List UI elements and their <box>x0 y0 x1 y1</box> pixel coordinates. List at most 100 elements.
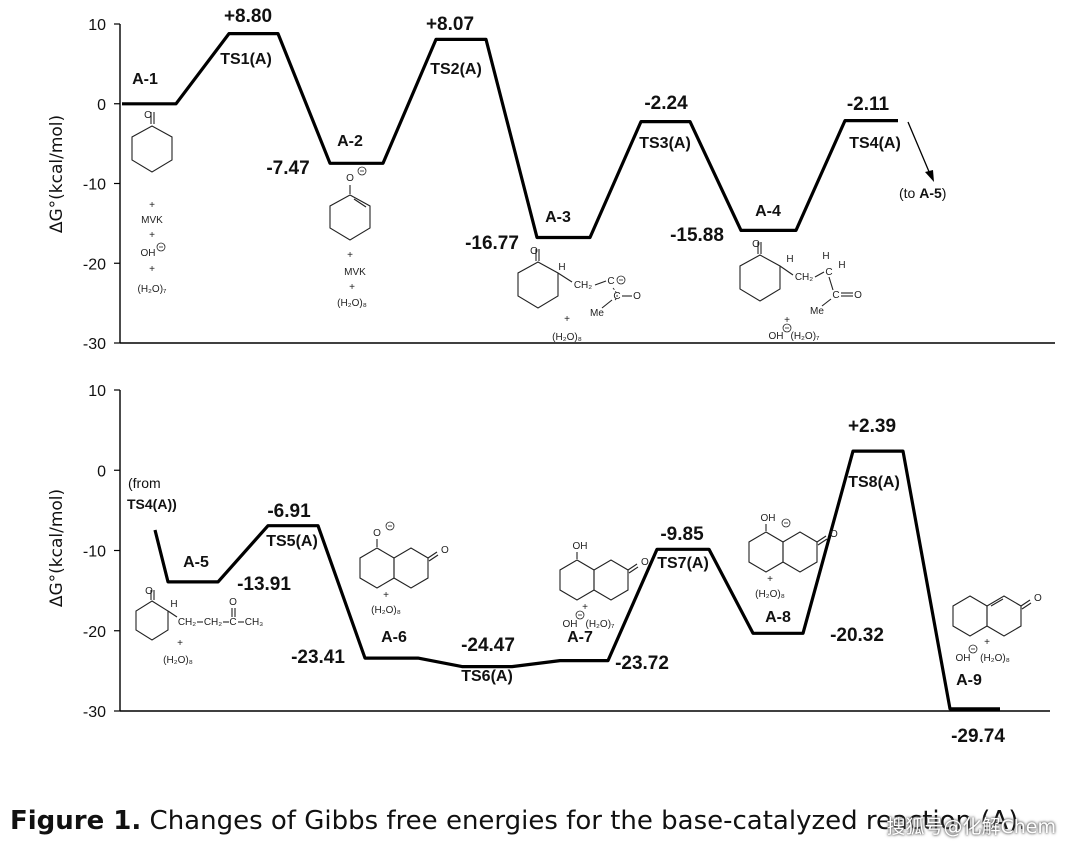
svg-text:+: + <box>347 250 353 261</box>
svg-text:+: + <box>984 637 990 648</box>
y-tick-label: 10 <box>88 383 106 400</box>
figure-caption-label: Figure 1. <box>10 806 142 836</box>
svg-text:O: O <box>1034 593 1042 604</box>
species-label-a1: A-1 <box>132 71 158 88</box>
species-label-a8: A-8 <box>765 609 791 626</box>
energy-profile-figure: 10 0 -10 -20 -30 ΔG°(kcal/mol) +8.80 -7.47 +… <box>47 6 1055 747</box>
svg-text:CH₂: CH₂ <box>574 280 592 291</box>
value-label-ts5: -6.91 <box>267 501 311 522</box>
top-panel: 10 0 -10 -20 -30 ΔG°(kcal/mol) +8.80 -7.47 +… <box>47 6 1055 353</box>
y-tick-label: 0 <box>97 97 106 114</box>
svg-text:C: C <box>229 617 236 628</box>
top-y-ticks: 10 0 -10 -20 -30 <box>83 17 120 353</box>
svg-text:O: O <box>373 528 381 539</box>
molecule-a9: O + OH (H₂O)₈ <box>952 593 1042 664</box>
svg-text:O: O <box>346 173 354 184</box>
value-label-ts8: +2.39 <box>848 416 896 437</box>
species-label-ts5: TS5(A) <box>266 533 318 550</box>
top-y-axis-label: ΔG°(kcal/mol) <box>47 115 67 233</box>
species-label-ts2: TS2(A) <box>430 61 482 78</box>
species-label-a6: A-6 <box>381 629 407 646</box>
species-label-a2: A-2 <box>337 133 363 150</box>
svg-text:Me: Me <box>810 306 824 317</box>
species-label-a7: A-7 <box>567 629 593 646</box>
species-label-ts7: TS7(A) <box>657 555 709 572</box>
svg-text:+: + <box>784 315 790 326</box>
value-label-a7: -23.72 <box>615 653 669 674</box>
svg-text:H: H <box>786 254 793 265</box>
svg-text:O: O <box>144 110 152 121</box>
bottom-y-ticks: 10 0 -10 -20 -30 <box>83 383 120 721</box>
svg-text:+: + <box>383 590 389 601</box>
svg-text:O: O <box>229 597 237 608</box>
svg-text:(H₂O)₈: (H₂O)₈ <box>371 605 401 616</box>
from-ts4-note-2: TS4(A)) <box>127 496 177 512</box>
svg-text:O: O <box>633 291 641 302</box>
svg-text:CH₂: CH₂ <box>204 617 222 628</box>
value-label-a5: -13.91 <box>237 574 291 595</box>
svg-text:C: C <box>832 290 839 301</box>
svg-text:O: O <box>530 246 538 257</box>
value-label-ts3: -2.24 <box>644 93 688 114</box>
svg-text:(H₂O)₈: (H₂O)₈ <box>163 655 193 666</box>
species-label-a9: A-9 <box>956 672 982 689</box>
svg-text:OH: OH <box>563 619 578 630</box>
to-a5-note: (to A-5) <box>899 185 946 201</box>
svg-text:O: O <box>752 239 760 250</box>
y-tick-label: 10 <box>88 17 106 34</box>
species-label-ts4: TS4(A) <box>849 135 901 152</box>
value-label-a6: -23.41 <box>291 647 345 668</box>
svg-text:(H₂O)₈: (H₂O)₈ <box>755 589 785 600</box>
svg-text:(H₂O)₈: (H₂O)₈ <box>552 332 582 343</box>
from-ts4-note-1: (from <box>128 475 161 491</box>
species-label-a5: A-5 <box>183 554 209 571</box>
molecule-a7: OH O + OH (H₂O)₇ <box>559 541 649 630</box>
svg-text:OH: OH <box>761 513 776 524</box>
bottom-panel: 10 0 -10 -20 -30 ΔG°(kcal/mol) (from TS4(A))… <box>47 383 1050 747</box>
svg-text:O: O <box>854 290 862 301</box>
y-tick-label: -20 <box>83 624 106 641</box>
species-label-ts1: TS1(A) <box>220 51 272 68</box>
svg-text:+: + <box>564 314 570 325</box>
svg-text:C: C <box>613 291 620 302</box>
svg-text:OH: OH <box>769 331 784 342</box>
value-label-ts6: -24.47 <box>461 635 515 656</box>
y-tick-label: -30 <box>83 704 106 721</box>
svg-text:(H₂O)₇: (H₂O)₇ <box>138 284 168 295</box>
value-label-a8: -20.32 <box>830 625 884 646</box>
svg-text:(H₂O)₇: (H₂O)₇ <box>586 619 616 630</box>
svg-text:CH₂: CH₂ <box>178 617 196 628</box>
svg-text:H: H <box>170 599 177 610</box>
svg-text:CH₃: CH₃ <box>245 617 264 628</box>
value-label-a3: -16.77 <box>465 233 519 254</box>
svg-text:H: H <box>558 262 565 273</box>
svg-text:+: + <box>177 638 183 649</box>
value-label-ts2: +8.07 <box>426 14 474 35</box>
svg-text:(H₂O)₈: (H₂O)₈ <box>980 653 1010 664</box>
species-label-a3: A-3 <box>545 209 571 226</box>
svg-text:C: C <box>825 267 832 278</box>
svg-text:MVK: MVK <box>141 215 163 226</box>
svg-text:H: H <box>822 251 829 262</box>
molecule-a8: OH O + (H₂O)₈ <box>748 513 838 600</box>
svg-text:MVK: MVK <box>344 267 366 278</box>
molecule-a2: O + MVK + (H₂O)₈ <box>329 166 371 309</box>
to-a5-arrow <box>907 121 934 182</box>
svg-text:CH₂: CH₂ <box>795 272 813 283</box>
value-label-ts4: -2.11 <box>847 94 890 115</box>
svg-text:H: H <box>838 260 845 271</box>
svg-text:Me: Me <box>590 308 604 319</box>
value-label-ts7: -9.85 <box>660 524 704 545</box>
molecule-a5: O H CH₂ CH₂ C O CH₃ + (H₂O)₈ <box>135 586 264 666</box>
bottom-energy-path <box>153 449 1000 711</box>
value-label-ts1: +8.80 <box>224 6 272 27</box>
svg-text:C: C <box>607 276 614 287</box>
svg-text:OH: OH <box>956 653 971 664</box>
figure-caption-text: Changes of Gibbs free energies for the b… <box>141 806 1027 836</box>
molecule-a6: O O + (H₂O)₈ <box>359 521 449 616</box>
svg-text:+: + <box>767 574 773 585</box>
species-label-ts8: TS8(A) <box>848 474 900 491</box>
y-tick-label: -10 <box>83 544 106 561</box>
molecule-a1: O + MVK + OH + (H₂O)₇ <box>131 110 173 295</box>
species-label-ts6: TS6(A) <box>461 668 513 685</box>
